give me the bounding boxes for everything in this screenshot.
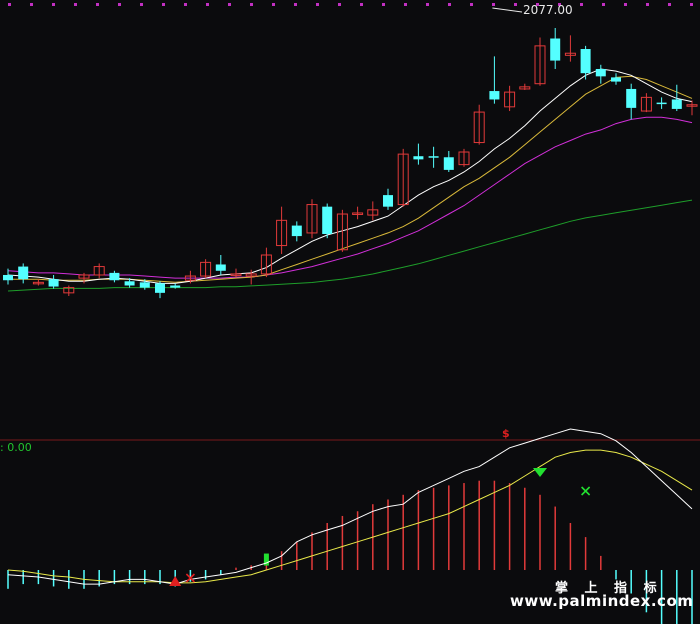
candle-body-up: [260, 254, 272, 275]
candle-body-up: [245, 273, 257, 277]
dotted-rule-dot: [580, 3, 583, 6]
candle-body-up: [336, 213, 348, 251]
candle-body-up: [230, 273, 242, 276]
candle-body-up: [367, 209, 379, 216]
candle-body-down: [291, 225, 302, 237]
peak-price-label: 2077.00: [523, 3, 573, 17]
dotted-rule-dot: [360, 3, 363, 6]
dotted-rule-dot: [118, 3, 121, 6]
candle-body-down: [671, 99, 682, 109]
candle-body-down: [413, 156, 424, 160]
dotted-rule-dot: [316, 3, 319, 6]
candle-body-up: [519, 86, 531, 90]
dotted-rule-dot: [470, 3, 473, 6]
dotted-rule-dot: [338, 3, 341, 6]
candle-body-down: [322, 206, 333, 234]
candle-body-down: [48, 279, 59, 287]
candle-body-up: [564, 52, 576, 56]
peak-leader-line: [492, 7, 523, 13]
dotted-rule-dot: [624, 3, 627, 6]
dotted-rule-dot: [184, 3, 187, 6]
candle-body-down: [656, 102, 667, 105]
dotted-rule-dot: [30, 3, 33, 6]
golden-cross-bar: [263, 553, 269, 566]
candle-body-up: [306, 204, 318, 234]
candle-body-down: [170, 285, 181, 288]
dotted-rule-dot: [558, 3, 561, 6]
dotted-rule-dot: [448, 3, 451, 6]
candle-body-down: [215, 264, 226, 271]
sell-signal-triangle: [533, 468, 547, 477]
dotted-rule-dot: [272, 3, 275, 6]
candle-body-up: [78, 274, 90, 279]
dotted-rule-dot: [492, 3, 495, 6]
signal-marker: $: [502, 427, 510, 440]
dotted-rule-dot: [250, 3, 253, 6]
dotted-rule-dot: [162, 3, 165, 6]
candle-body-down: [109, 272, 120, 281]
dotted-rule-dot: [382, 3, 385, 6]
watermark-url: www.palmindex.com: [510, 592, 694, 610]
dotted-rule-dot: [96, 3, 99, 6]
macd-dif-line: [7, 428, 693, 585]
candle-body-up: [458, 151, 470, 166]
dotted-rule-dot: [602, 3, 605, 6]
ma-short-line: [7, 68, 693, 284]
candle-body-up: [32, 281, 44, 285]
candle-body-down: [428, 156, 439, 158]
buy-signal-triangle: [169, 576, 182, 586]
candle-body-up: [534, 45, 546, 85]
candle-body-up: [473, 111, 485, 144]
dotted-rule-dot: [228, 3, 231, 6]
candle-body-up: [184, 275, 196, 281]
macd-dea-line: [7, 449, 693, 584]
dotted-rule-dot: [206, 3, 209, 6]
candle-body-up: [504, 91, 516, 108]
dotted-rule-dot: [74, 3, 77, 6]
ma-long-line: [7, 116, 693, 279]
watermark-title: 掌 上 指 标: [555, 581, 663, 596]
indicator-value-label: : 0.00: [0, 441, 32, 454]
dotted-rule-dot: [52, 3, 55, 6]
candle-body-up: [63, 287, 75, 294]
dotted-rule-dot: [426, 3, 429, 6]
candle-body-down: [139, 282, 150, 288]
candle-body-up: [640, 96, 652, 112]
candle-body-down: [443, 157, 454, 170]
candle-body-up: [276, 219, 288, 247]
dotted-rule-dot: [404, 3, 407, 6]
ma-mid-line: [8, 75, 693, 283]
dotted-rule-dot: [294, 3, 297, 6]
candle-body-up: [686, 104, 698, 107]
candle-body-up: [93, 266, 105, 276]
candle-body-down: [550, 38, 561, 61]
candle-body-down: [595, 68, 606, 77]
dotted-rule-dot: [690, 3, 693, 6]
dotted-rule-dot: [514, 3, 517, 6]
candle-body-up: [397, 153, 409, 206]
candle-body-down: [611, 77, 621, 82]
dotted-rule-dot: [140, 3, 143, 6]
candle-body-down: [155, 283, 165, 293]
sell-cross-marker: [581, 486, 591, 496]
candle-body-up: [200, 261, 212, 277]
candle-body-down: [383, 195, 393, 207]
candle-body-down: [626, 88, 637, 108]
candle-body-down: [580, 49, 591, 74]
candle-body-down: [124, 281, 135, 286]
dotted-rule-dot: [536, 3, 539, 6]
dotted-rule-dot: [668, 3, 671, 6]
candle-body-up: [352, 212, 364, 215]
dotted-rule-dot: [8, 3, 11, 6]
candle-body-down: [3, 274, 13, 281]
buy-cross-marker: [185, 573, 195, 583]
dotted-rule-dot: [646, 3, 649, 6]
candle-body-down: [489, 91, 500, 100]
candle-body-down: [18, 266, 29, 280]
ma-longest-line: [7, 199, 693, 292]
